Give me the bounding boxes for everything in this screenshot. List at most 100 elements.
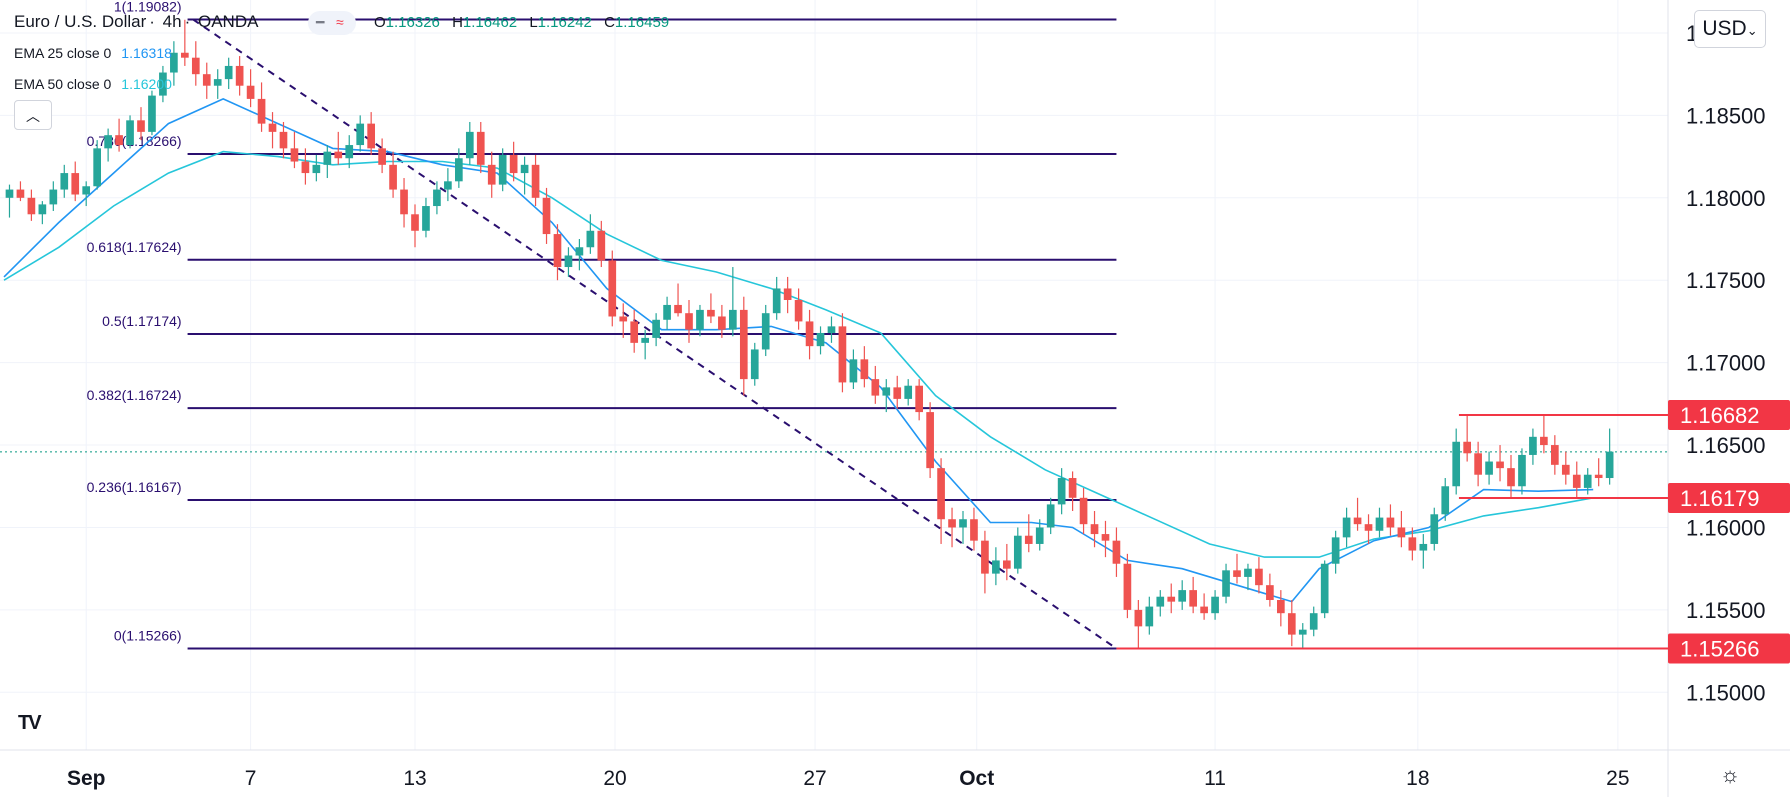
ema25-legend[interactable]: EMA 25 close 0 1.16318 bbox=[14, 45, 172, 61]
candle-body bbox=[564, 255, 573, 268]
candle-body bbox=[1529, 436, 1537, 455]
price-axis-tick: 1.15000 bbox=[1686, 680, 1766, 705]
candle-body bbox=[27, 197, 36, 215]
candle-body bbox=[301, 161, 310, 174]
ema25-label: EMA 25 close 0 bbox=[14, 45, 112, 61]
ema25-value: 1.16318 bbox=[121, 45, 172, 61]
candle-body bbox=[1145, 606, 1154, 627]
candle-body bbox=[1035, 527, 1044, 544]
candle-body bbox=[82, 186, 91, 195]
candle-body bbox=[597, 230, 606, 261]
fib-level-label: 1(1.19082) bbox=[114, 0, 182, 14]
candle-body bbox=[608, 260, 617, 317]
low-value: 1.16242 bbox=[537, 14, 592, 31]
candle-body bbox=[509, 154, 518, 174]
candle-body bbox=[38, 204, 47, 215]
candle-body bbox=[235, 65, 244, 86]
ohlc-values: O1.16326 H1.16462 L1.16242 C1.16459 bbox=[374, 14, 677, 31]
symbol-header[interactable]: Euro / U.S. Dollar · 4h · OANDA bbox=[14, 12, 259, 31]
interval[interactable]: 4h bbox=[162, 12, 182, 31]
tradingview-logo[interactable]: TV bbox=[18, 712, 42, 734]
candle-body bbox=[498, 154, 507, 185]
time-axis-tick: Sep bbox=[67, 767, 106, 790]
candle-body bbox=[1178, 590, 1187, 602]
candle-body bbox=[345, 145, 354, 159]
candle-body bbox=[1605, 451, 1614, 479]
candle-body bbox=[696, 309, 704, 330]
candle-body bbox=[652, 319, 660, 338]
candle-body bbox=[1112, 540, 1121, 564]
candle-body bbox=[1057, 478, 1066, 505]
candle-body bbox=[1397, 527, 1406, 538]
candle-body bbox=[948, 519, 956, 528]
candle-body bbox=[1540, 436, 1548, 446]
candle-body bbox=[1353, 517, 1362, 525]
candle-body bbox=[1561, 464, 1570, 475]
candle-body bbox=[1013, 535, 1022, 569]
ema50-value: 1.16200 bbox=[121, 76, 172, 92]
candle-body bbox=[750, 349, 759, 380]
candle-body bbox=[1572, 474, 1581, 488]
candle-body bbox=[1233, 570, 1241, 577]
time-axis-tick: 18 bbox=[1406, 767, 1429, 790]
candle-body bbox=[937, 468, 945, 520]
candle-body bbox=[1364, 524, 1373, 531]
fib-trend-line bbox=[192, 18, 1118, 650]
time-axis-tick: 25 bbox=[1606, 767, 1629, 790]
candle-body bbox=[1331, 537, 1340, 564]
candle-body bbox=[1123, 563, 1132, 610]
symbol-name[interactable]: Euro / U.S. Dollar bbox=[14, 12, 147, 31]
candle-body bbox=[619, 316, 628, 322]
candle-body bbox=[1024, 535, 1033, 544]
settings-gear-icon[interactable]: ☼ bbox=[1720, 762, 1741, 787]
candle-body bbox=[893, 387, 902, 399]
candle-body bbox=[1068, 478, 1077, 498]
candle-body bbox=[1375, 517, 1384, 531]
candle-body bbox=[674, 304, 682, 314]
fib-level-label: 0.786(1.18266) bbox=[87, 133, 182, 149]
high-value: 1.16462 bbox=[462, 14, 518, 31]
candle-body bbox=[553, 234, 562, 268]
candle-body bbox=[1507, 468, 1515, 487]
price-axis-tick: 1.17000 bbox=[1686, 351, 1766, 376]
candle-body bbox=[1342, 517, 1351, 538]
candle-body bbox=[268, 123, 277, 132]
candle-body bbox=[1200, 606, 1208, 614]
candle-body bbox=[115, 135, 123, 146]
candle-body bbox=[904, 385, 913, 399]
candle-body bbox=[137, 120, 145, 132]
price-label-badge bbox=[1668, 482, 1790, 513]
candle-body bbox=[849, 359, 858, 383]
candle-body bbox=[159, 72, 167, 96]
wave-icon: ≈ bbox=[336, 14, 344, 30]
price-label-text: 1.15266 bbox=[1680, 636, 1760, 661]
candle-body bbox=[838, 326, 847, 383]
candle-body bbox=[411, 214, 419, 231]
candle-body bbox=[1320, 563, 1329, 614]
candle-body bbox=[1156, 596, 1165, 607]
candle-body bbox=[1287, 613, 1296, 635]
currency-selector[interactable]: USD⌄ bbox=[1694, 10, 1766, 48]
time-axis-tick: 27 bbox=[803, 767, 826, 790]
candle-body bbox=[334, 151, 343, 159]
candle-body bbox=[531, 164, 540, 198]
candle-body bbox=[729, 309, 737, 330]
chevron-down-icon: ⌄ bbox=[1746, 23, 1758, 38]
candle-body bbox=[1079, 497, 1088, 525]
low-label: L bbox=[529, 14, 538, 31]
candle-body bbox=[1594, 474, 1603, 479]
collapse-legend-button[interactable]: ︿ bbox=[14, 100, 52, 130]
candle-body bbox=[1167, 596, 1176, 602]
price-axis-tick: 1.17500 bbox=[1686, 268, 1766, 293]
time-axis-tick: 7 bbox=[245, 767, 257, 790]
candle-body bbox=[871, 379, 880, 396]
ema50-legend[interactable]: EMA 50 close 0 1.16200 bbox=[14, 76, 172, 92]
market-status-badge[interactable]: ━ ≈ bbox=[308, 11, 356, 35]
candle-body bbox=[104, 135, 112, 149]
candle-body bbox=[641, 337, 649, 343]
candle-body bbox=[16, 189, 25, 198]
candle-body bbox=[181, 52, 189, 58]
candle-body bbox=[290, 148, 299, 162]
currency-value: USD bbox=[1702, 17, 1747, 40]
